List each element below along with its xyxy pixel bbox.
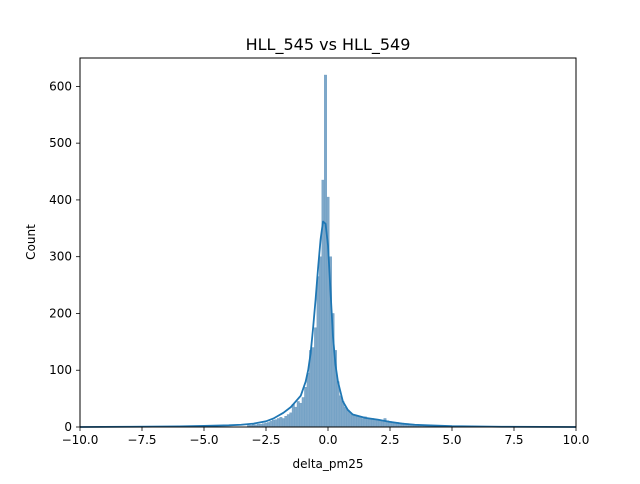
histogram-bar	[264, 422, 268, 428]
x-tick-label: −2.5	[251, 433, 280, 447]
y-tick-label: 200	[49, 306, 72, 320]
x-tick-label: 0.0	[318, 433, 337, 447]
histogram-bar	[276, 418, 280, 428]
y-axis-ticks: 0 100 200 300 400 500 600	[49, 79, 80, 434]
histogram-bar	[351, 414, 355, 428]
x-tick-label: 5.0	[442, 433, 461, 447]
histogram-bar	[274, 419, 278, 428]
histogram-bar	[316, 276, 320, 428]
histogram-bar	[361, 418, 365, 428]
histogram-bar	[346, 409, 350, 428]
histogram-bar	[353, 415, 357, 428]
x-tick-label: −10.0	[62, 433, 99, 447]
histogram-bar	[272, 419, 275, 428]
histogram-bar	[262, 423, 265, 428]
x-axis-ticks: −10.0 −7.5 −5.0 −2.5 0.0 2.5 5.0 7.5 10.0	[62, 427, 590, 447]
histogram-bar	[284, 416, 288, 428]
y-tick-label: 300	[49, 250, 72, 264]
kde-line	[79, 220, 577, 428]
histogram-bar	[294, 406, 298, 428]
x-tick-label: 10.0	[563, 433, 590, 447]
histogram-bar	[269, 421, 273, 428]
histogram-bars	[247, 74, 437, 428]
histogram-bar	[358, 417, 362, 428]
histogram-bar	[341, 401, 345, 428]
histogram-bar	[301, 397, 305, 428]
histogram-bar	[356, 416, 360, 428]
histogram-bar	[296, 401, 300, 428]
histogram-bar	[383, 418, 387, 428]
y-tick-label: 500	[49, 136, 72, 150]
y-tick-label: 600	[49, 79, 72, 93]
histogram-bar	[321, 179, 325, 428]
x-axis-label: delta_pm25	[293, 457, 364, 471]
histogram-bar	[306, 372, 310, 428]
histogram-bar	[289, 412, 293, 428]
histogram-bar	[314, 327, 318, 428]
x-tick-label: 7.5	[504, 433, 523, 447]
y-tick-label: 100	[49, 363, 72, 377]
histogram-bar	[279, 417, 283, 428]
histogram-bar	[299, 402, 303, 428]
kde-curve-layer	[79, 220, 577, 428]
histogram-bar	[311, 347, 315, 428]
histogram-bar	[348, 412, 352, 428]
y-tick-label: 0	[64, 420, 72, 434]
y-axis-label: Count	[24, 224, 38, 260]
x-tick-label: 2.5	[380, 433, 399, 447]
histogram-bar	[376, 419, 380, 428]
x-tick-label: −5.0	[189, 433, 218, 447]
histogram-bar	[286, 414, 290, 428]
histogram-bar	[366, 418, 370, 428]
histogram-bar	[373, 419, 377, 428]
chart-title: HLL_545 vs HLL_549	[246, 35, 411, 55]
histogram-bar	[378, 419, 382, 428]
histogram-bar	[319, 256, 323, 428]
histogram-bar	[304, 387, 308, 428]
histogram-bar	[368, 418, 372, 428]
histogram-bar	[338, 395, 342, 428]
histogram-bar	[381, 421, 385, 428]
histogram-bar	[291, 404, 295, 428]
histogram-bar	[267, 422, 270, 428]
y-tick-label: 400	[49, 193, 72, 207]
histogram-bar	[281, 418, 285, 428]
histogram-bar	[343, 406, 347, 428]
x-tick-label: −7.5	[127, 433, 156, 447]
histogram-bar	[324, 74, 327, 428]
